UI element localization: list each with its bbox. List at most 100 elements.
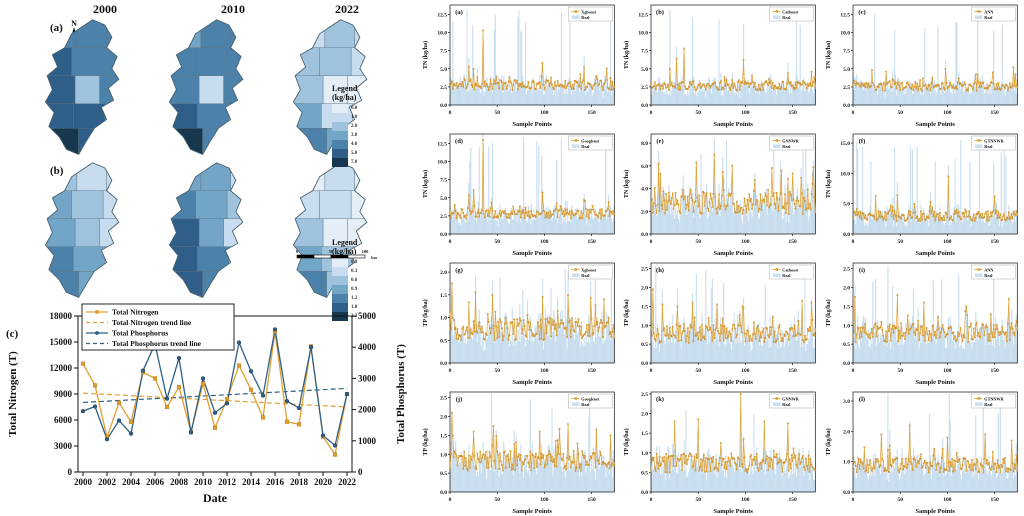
svg-text:50: 50 <box>696 110 702 116</box>
svg-text:1.0: 1.0 <box>641 451 648 457</box>
svg-text:100: 100 <box>540 368 549 374</box>
svg-text:15000: 15000 <box>50 337 73 347</box>
svg-text:100: 100 <box>943 497 952 503</box>
svg-text:2010: 2010 <box>194 477 213 487</box>
svg-text:0.0: 0.0 <box>641 361 648 367</box>
svg-text:(k): (k) <box>656 396 664 403</box>
svg-text:150: 150 <box>990 239 999 245</box>
legend-swatch <box>332 104 348 113</box>
svg-text:0.0: 0.0 <box>641 232 648 238</box>
svg-text:0.0: 0.0 <box>440 232 447 238</box>
svg-text:Real: Real <box>984 273 993 278</box>
svg-text:1.5: 1.5 <box>843 304 850 310</box>
svg-text:0.0: 0.0 <box>440 361 447 367</box>
svg-text:50: 50 <box>329 249 334 254</box>
svg-text:Real: Real <box>581 402 590 407</box>
svg-text:GTNNWR: GTNNWR <box>984 396 1004 401</box>
svg-text:100: 100 <box>742 110 751 116</box>
svg-text:150: 150 <box>789 239 798 245</box>
svg-text:km: km <box>371 255 377 260</box>
svg-text:150: 150 <box>990 497 999 503</box>
svg-text:2000: 2000 <box>74 477 93 487</box>
legend-swatch <box>332 122 348 131</box>
svg-text:TN (kg/ha): TN (kg/ha) <box>422 41 429 69</box>
legend-swatch <box>332 131 348 140</box>
legend-swatch <box>332 113 348 122</box>
svg-text:12.5: 12.5 <box>639 12 649 18</box>
svg-text:7.5: 7.5 <box>440 178 447 184</box>
svg-text:TN (kg/ha): TN (kg/ha) <box>825 41 832 69</box>
svg-text:Total Nitrogen: Total Nitrogen <box>112 308 159 317</box>
svg-text:50: 50 <box>897 368 903 374</box>
svg-text:Real: Real <box>783 273 792 278</box>
svg-text:Googlenet: Googlenet <box>581 396 600 401</box>
svg-text:(j): (j) <box>456 396 463 403</box>
svg-text:150: 150 <box>588 239 597 245</box>
svg-text:Real: Real <box>783 15 792 20</box>
svg-text:Xgboost: Xgboost <box>581 267 596 272</box>
model-panel-i: 0.0 0.5 1.0 1.5 2.0 2.5 0 50 100 150 Sample Points… <box>825 262 1018 386</box>
svg-text:50: 50 <box>494 368 500 374</box>
model-panels-grid: 0.0 2.5 5.0 7.5 10.0 12.5 0 50 100 150 Sample Poin… <box>420 0 1024 516</box>
svg-text:2.0: 2.0 <box>843 429 850 435</box>
svg-text:100: 100 <box>943 368 952 374</box>
panel-a-label: (a) <box>50 22 63 34</box>
svg-text:10.0: 10.0 <box>840 171 850 177</box>
svg-text:100: 100 <box>540 110 549 116</box>
svg-text:2.5: 2.5 <box>440 396 447 402</box>
svg-text:0.0: 0.0 <box>641 490 648 496</box>
svg-text:2.0: 2.0 <box>440 415 447 421</box>
svg-text:2006: 2006 <box>146 477 165 487</box>
legend-row: 0.6 <box>332 276 402 285</box>
svg-text:100: 100 <box>943 110 952 116</box>
svg-text:7.5: 7.5 <box>440 49 447 55</box>
svg-text:1.5: 1.5 <box>641 431 648 437</box>
svg-text:Total Nitrogen (T): Total Nitrogen (T) <box>7 351 19 437</box>
model-panel-b: 0.0 2.5 5.0 7.5 10.0 12.5 0 50 100 150 Sample Poin… <box>623 4 817 128</box>
model-panel-d: 0.0 2.5 5.0 7.5 10.0 12.5 0 50 100 150 Sample Poin… <box>422 133 616 257</box>
svg-text:(g): (g) <box>455 267 463 274</box>
svg-text:50: 50 <box>696 368 702 374</box>
svg-text:(d): (d) <box>455 138 463 145</box>
svg-text:50: 50 <box>494 110 500 116</box>
svg-text:0.5: 0.5 <box>843 342 850 348</box>
svg-text:Sample Points: Sample Points <box>915 121 955 128</box>
svg-text:1.0: 1.0 <box>440 316 447 322</box>
svg-text:Sample Points: Sample Points <box>512 379 552 386</box>
svg-text:0: 0 <box>650 239 653 245</box>
svg-text:Sample Points: Sample Points <box>915 250 955 257</box>
trend-chart: 0 3000 6000 9000 12000 15000 18000 0 1000 2000 300… <box>7 303 407 505</box>
svg-text:0: 0 <box>68 467 73 477</box>
svg-text:Sample Points: Sample Points <box>714 508 754 515</box>
map-a-2010 <box>168 19 244 156</box>
svg-text:TN (kg/ha): TN (kg/ha) <box>623 41 630 69</box>
legend-value: 4.0 <box>351 142 358 147</box>
svg-text:18000: 18000 <box>50 311 73 321</box>
svg-text:50: 50 <box>494 239 500 245</box>
svg-text:TN (kg/ha): TN (kg/ha) <box>825 170 832 198</box>
svg-text:0.5: 0.5 <box>440 338 447 344</box>
svg-text:Sample Points: Sample Points <box>915 379 955 386</box>
legend-swatch <box>332 303 348 312</box>
svg-text:(e): (e) <box>657 138 664 145</box>
svg-text:Catboost: Catboost <box>783 267 800 272</box>
svg-text:Real: Real <box>581 15 590 20</box>
map-legend-a: Legend (kg/ha) 0.0 1.0 2.0 3.0 4.0 5.0 7.0 <box>332 84 402 167</box>
legend-row: 1.8 <box>332 303 402 312</box>
model-panel-l: 0.0 1.0 2.0 3.0 0 50 100 150 Sample Points TP (kg… <box>825 391 1018 515</box>
svg-text:9000: 9000 <box>54 389 73 399</box>
legend-row: 5.0 <box>332 149 402 158</box>
svg-text:0.0: 0.0 <box>843 361 850 367</box>
svg-text:100: 100 <box>742 497 751 503</box>
svg-text:100: 100 <box>540 239 549 245</box>
svg-text:TP (kg/ha): TP (kg/ha) <box>422 299 429 326</box>
svg-text:0: 0 <box>851 239 854 245</box>
svg-text:3.0: 3.0 <box>843 399 850 405</box>
model-panel-a: 0.0 2.5 5.0 7.5 10.0 12.5 0 50 100 150 Sample Poin… <box>422 4 616 128</box>
svg-text:12.5: 12.5 <box>437 12 447 18</box>
legend-row: 0.0 <box>332 258 402 267</box>
svg-text:Real: Real <box>581 144 590 149</box>
svg-text:0: 0 <box>449 110 452 116</box>
